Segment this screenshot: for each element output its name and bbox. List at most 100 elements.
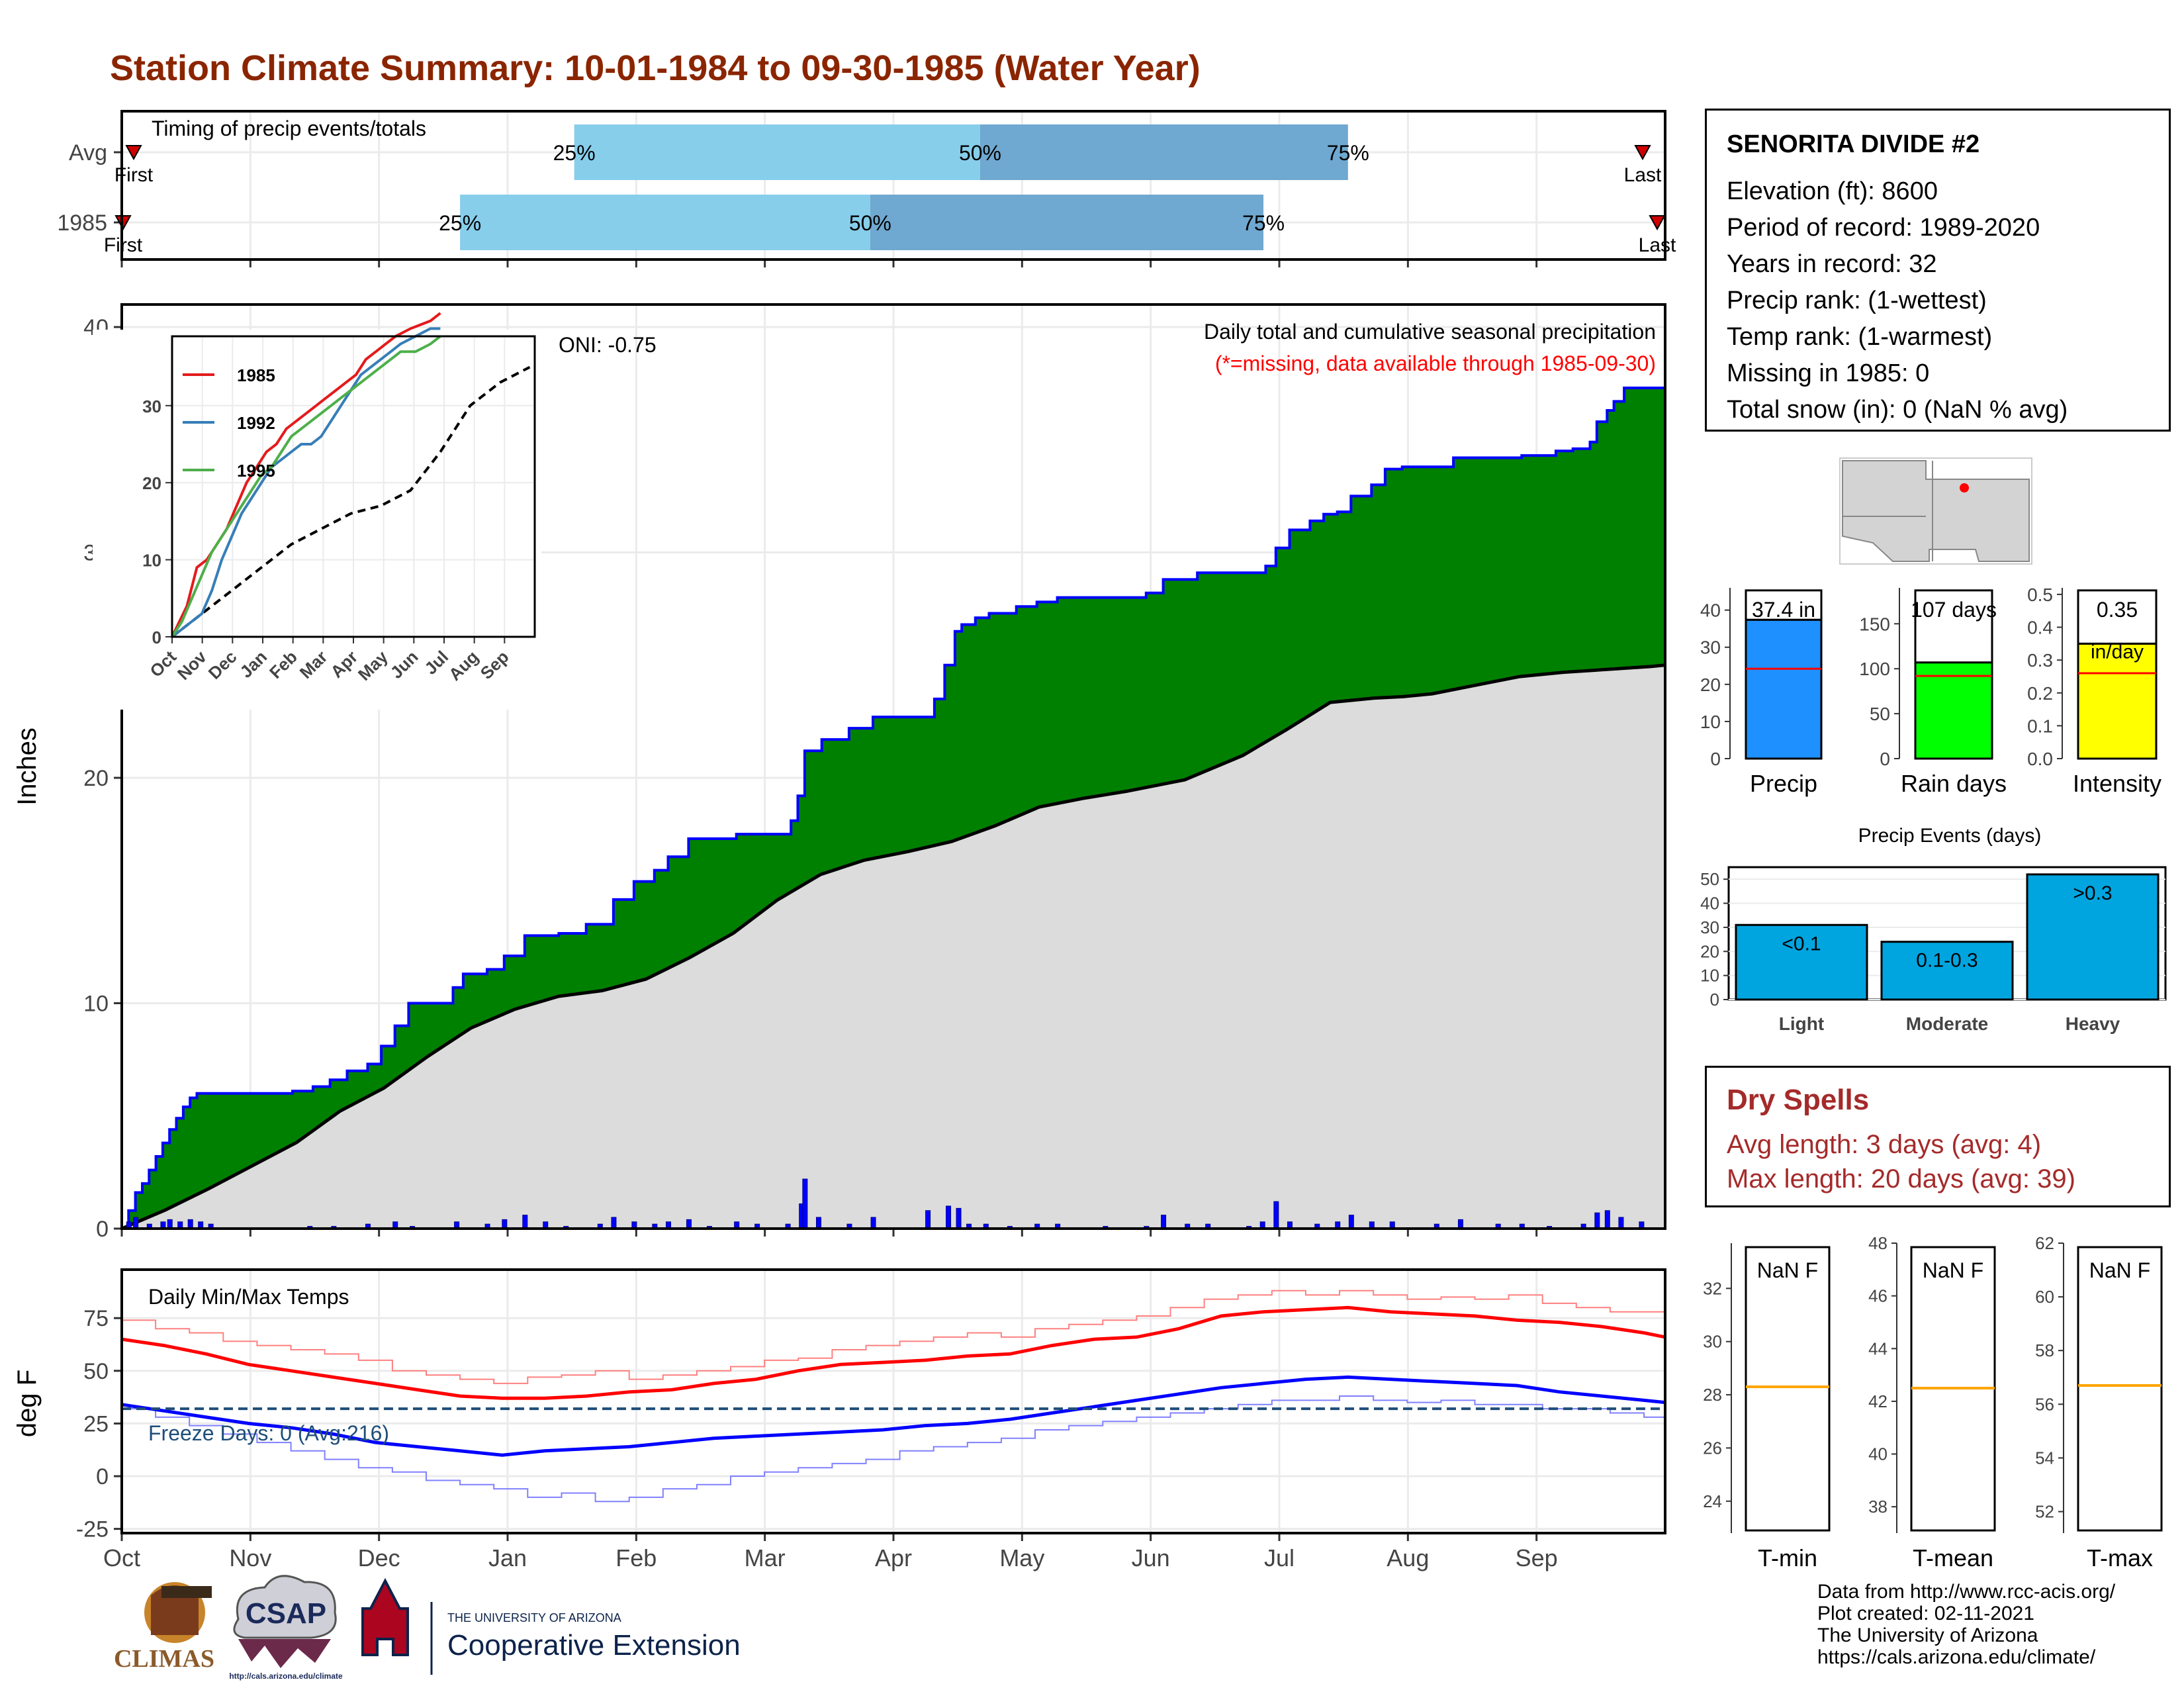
precip-total-category-label: Precip [1750,770,1817,797]
events-y-tick-label: 50 [1700,869,1719,889]
events-y-tick-label: 0 [1710,990,1719,1009]
timing-row-label: Avg [69,140,107,165]
inset-bg [93,330,541,710]
station-period: Period of record: 1989-2020 [1727,214,2040,242]
events-category-label: Heavy [2066,1013,2120,1034]
t-min-y-tick-label: 26 [1703,1438,1722,1458]
precip-total-y-tick-label: 10 [1700,712,1721,732]
precip-daily-bar [502,1219,508,1229]
events-bar [1735,923,1868,1001]
precip-total-bar [1745,618,1823,760]
precip-daily-bar [946,1205,952,1229]
precip-y-tick-label: 0 [96,1217,109,1242]
t-max-y-tick-label: 52 [2035,1502,2054,1522]
temp-x-tick-label: Nov [229,1544,271,1571]
temp-daily-max-line [122,1289,1666,1384]
precip-panel-frame [120,303,1666,1230]
intensity-y-tick-label: 0.4 [2027,618,2053,638]
events-bar [1880,941,2014,1001]
precip-daily-bar [133,1217,139,1229]
inset-y-tick-label: 30 [142,397,161,416]
ua-logo-big-text: Cooperative Extension [447,1629,741,1662]
timing-panel-frame [120,110,1666,261]
precip-y-axis-label: Inches [13,727,42,806]
events-category-label: Moderate [1906,1013,1988,1034]
station-snow: Total snow (in): 0 (NaN % avg) [1727,396,2068,424]
t-min-category-label: T-min [1758,1544,1817,1571]
t-mean-y-tick-label: 48 [1868,1233,1888,1253]
station-years: Years in record: 32 [1727,250,1937,278]
region-map-shape [1842,460,2030,562]
station-elevation: Elevation (ft): 8600 [1727,177,1938,205]
station-location-marker [1960,483,1969,492]
climas-logo-text: CLIMAS [114,1645,214,1673]
events-y-tick-label: 30 [1700,917,1719,937]
t-mean-y-tick-label: 44 [1868,1338,1888,1358]
timing-last-label: Last [1639,234,1676,256]
station-precip-rank: Precip rank: (1-wettest) [1727,287,1987,314]
timing-last-marker [1634,145,1651,161]
t-mean-y-tick-label: 40 [1868,1444,1888,1464]
inset-frame [171,335,536,638]
precip-chart-title: Daily total and cumulative seasonal prec… [1204,320,1656,344]
t-max-y-tick-label: 54 [2035,1448,2054,1468]
rain-days-y-tick-label: 50 [1870,704,1890,724]
t-max-y-tick-label: 60 [2035,1287,2054,1307]
rain-days-category-label: Rain days [1901,770,2007,797]
rain-days-value-label: 107 days [1911,598,1997,622]
events-bar-label: 0.1-0.3 [1916,950,1978,972]
timing-first-label: First [114,164,154,186]
precip-daily-bar [611,1217,617,1229]
temp-chart-title: Daily Min/Max Temps [148,1285,349,1309]
precip-daily-bar [522,1215,528,1229]
csap-logo-text: CSAP [246,1597,326,1630]
t-mean-y-tick-label: 46 [1868,1286,1888,1306]
events-bar [2026,873,2160,1001]
intensity-label-box [2077,589,2158,645]
precip-daily-bar [686,1219,692,1229]
precip-total-y-tick-label: 40 [1700,600,1721,621]
events-y-tick-label: 40 [1700,894,1719,914]
precip-oni-label: ONI: -0.75 [559,333,657,357]
timing-title: Timing of precip events/totals [152,117,426,140]
events-y-tick-label: 10 [1700,966,1719,986]
timing-quantile-label: 75% [1327,141,1369,165]
inset-y-tick-label: 10 [142,551,161,571]
dry-spells-box: Dry Spells Avg length: 3 days (avg: 4) M… [1705,1066,2171,1207]
timing-bar-q50-q75 [870,195,1264,250]
temp-x-tick-label: Sep [1516,1544,1558,1571]
inset-y-tick-label: 20 [142,473,161,493]
t-max-y-tick-label: 58 [2035,1340,2054,1360]
climas-logo-bar [161,1586,212,1598]
ua-logo-small-text: THE UNIVERSITY OF ARIZONA [447,1611,621,1624]
station-name: SENORITA DIVIDE #2 [1727,130,1980,158]
t-min-y-tick-label: 24 [1703,1491,1722,1511]
events-bar-label: <0.1 [1782,933,1821,955]
ua-logo-a [361,1577,409,1656]
events-title: Precip Events (days) [1858,825,2042,847]
timing-last-label: Last [1624,164,1662,186]
intensity-y-tick-label: 0.1 [2027,716,2053,736]
precip-daily-bar [1594,1212,1600,1229]
intensity-y-tick-label: 0.5 [2027,585,2053,605]
temp-avg-min-line [121,1375,1666,1457]
precip-daily-bar [187,1219,193,1229]
events-category-label: Light [1779,1013,1824,1034]
temp-y-axis-label: deg F [13,1370,42,1437]
precip-daily-bar [815,1217,821,1229]
precip-normal-area [122,665,1665,1229]
rain-days-y-tick-label: 150 [1859,614,1890,634]
precip-total-y-tick-label: 20 [1700,675,1721,695]
rain-days-label-box [1914,589,1993,664]
temp-daily-min-line [122,1395,1666,1503]
inset-legend-label: 1985 [237,365,275,385]
timing-quantile-label: 25% [553,141,596,165]
t-max-category-label: T-max [2087,1544,2153,1571]
precip-y-tick-label: 20 [83,766,109,791]
rain-days-bar [1914,661,1993,760]
t-mean-y-tick-label: 38 [1868,1497,1888,1517]
timing-quantile-label: 50% [849,211,891,235]
csap-logo-url: http://cals.arizona.edu/climate [229,1671,343,1681]
credit-line-source: Data from http://www.rcc-acis.org/ [1817,1581,2116,1603]
temp-x-tick-label: Aug [1387,1544,1429,1571]
